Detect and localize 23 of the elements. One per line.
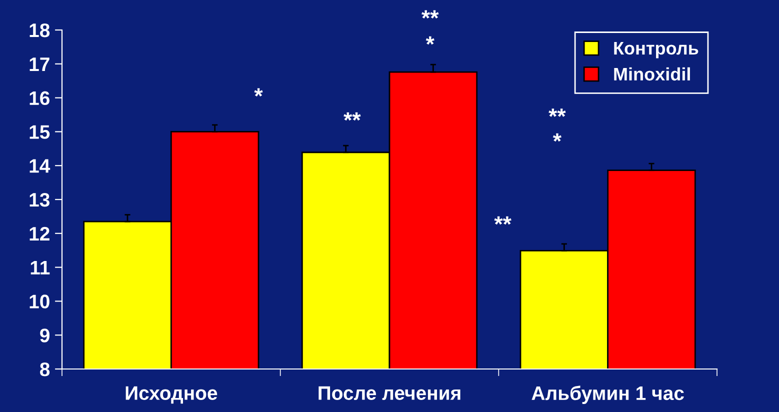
y-tick-label: 15 [30,125,50,139]
text: ** [422,10,439,19]
y-tick-label: 13 [30,192,50,207]
annotation: * [254,88,263,97]
x-tick-label: Исходное [126,386,218,404]
y-tick-label: 17 [30,58,50,71]
x-tick-label: Альбумин 1 час [532,386,684,404]
legend-label: Minoxidil [614,67,690,81]
legend-label: Контроль [614,42,698,58]
annotation: * [552,133,562,142]
y-tick-label: 11 [30,260,50,274]
y-tick-label: 8 [40,362,50,376]
y-tick-label: 18 [30,23,50,38]
y-tick-label: 14 [30,159,50,173]
annotation: * [426,36,434,45]
y-tick-label: 10 [30,294,50,308]
annotation: ** [344,112,361,121]
y-tick-label: 9 [40,328,50,342]
y-tick-label: 12 [30,226,50,240]
y-tick-label: 16 [30,91,50,106]
annotation: ** [548,108,566,117]
annotation: ** [494,216,512,225]
x-tick-label: После лечения [318,386,460,400]
